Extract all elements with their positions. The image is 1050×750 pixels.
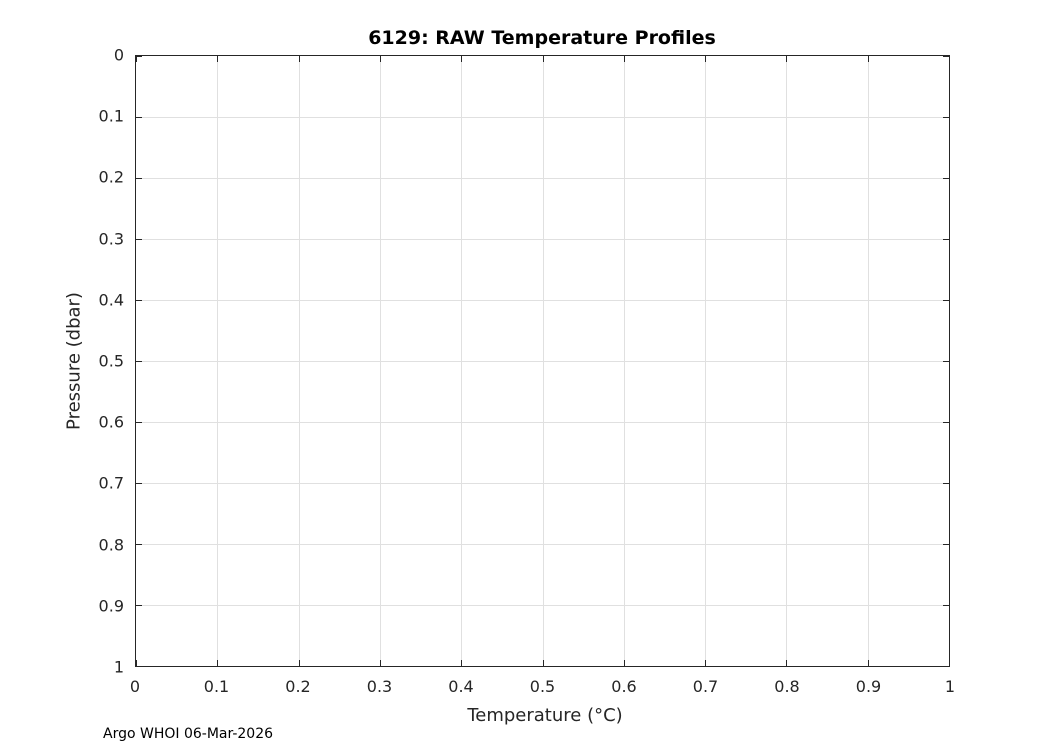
x-tick-label: 0 (129, 677, 141, 696)
y-tick-label: 0.9 (98, 596, 124, 616)
y-tick-mark (943, 117, 949, 118)
y-tick-mark (136, 361, 142, 362)
y-tick-mark (943, 544, 949, 545)
x-tick-mark (217, 56, 219, 62)
x-tick-label: 0.3 (366, 677, 393, 696)
x-tick-mark (786, 660, 788, 666)
y-tick-mark (943, 483, 949, 484)
x-tick-label: 1 (944, 677, 956, 696)
x-tick-mark (705, 660, 707, 666)
y-tick-label: 1 (113, 657, 124, 677)
y-tick-label: 0.8 (98, 535, 124, 555)
y-tick-mark (136, 666, 142, 667)
x-tick-label: 0.1 (203, 677, 230, 696)
x-tick-mark (298, 660, 300, 666)
x-tick-mark (949, 56, 950, 62)
y-tick-mark (136, 117, 142, 118)
y-tick-label: 0.4 (98, 290, 124, 310)
y-tick-mark (943, 422, 949, 423)
y-tick-mark (136, 605, 142, 606)
gridline-horizontal (136, 361, 949, 362)
x-tick-label: 0.5 (529, 677, 556, 696)
x-tick-mark (379, 660, 381, 666)
y-tick-mark (943, 361, 949, 362)
y-tick-label: 0.5 (98, 351, 124, 371)
y-tick-label: 0.1 (98, 106, 124, 126)
gridline-horizontal (136, 483, 949, 484)
y-tick-mark (943, 239, 949, 240)
y-tick-mark (136, 300, 142, 301)
y-tick-mark (943, 666, 949, 667)
y-tick-mark (136, 239, 142, 240)
x-tick-label: 0.4 (448, 677, 474, 696)
gridline-horizontal (136, 422, 949, 423)
x-tick-mark (461, 56, 463, 62)
x-tick-label: 0.6 (611, 677, 637, 696)
x-tick-mark (461, 660, 463, 666)
y-tick-mark (136, 422, 142, 423)
chart-title: 6129: RAW Temperature Profiles (368, 27, 716, 49)
y-tick-mark (943, 56, 949, 57)
gridline-horizontal (136, 178, 949, 179)
plot-area (135, 55, 950, 667)
y-tick-label: 0.2 (98, 167, 124, 187)
y-tick-mark (943, 178, 949, 179)
x-tick-mark (136, 660, 137, 666)
footer-credit: Argo WHOI 06-Mar-2026 (103, 726, 274, 742)
gridline-horizontal (136, 117, 949, 118)
gridline-horizontal (136, 544, 949, 545)
x-tick-label: 0.7 (692, 677, 719, 696)
x-tick-label: 0.2 (285, 677, 311, 696)
gridline-horizontal (136, 239, 949, 240)
x-tick-mark (867, 56, 869, 62)
x-tick-mark (217, 660, 219, 666)
y-axis-label: Pressure (dbar) (63, 292, 85, 430)
y-tick-mark (136, 56, 142, 57)
gridline-horizontal (136, 605, 949, 606)
x-tick-mark (542, 660, 544, 666)
x-tick-mark (623, 56, 625, 62)
x-tick-mark (867, 660, 869, 666)
y-tick-mark (943, 605, 949, 606)
gridline-horizontal (136, 300, 949, 301)
y-tick-label: 0 (113, 45, 124, 65)
x-tick-label: 0.9 (855, 677, 882, 696)
x-tick-mark (949, 660, 950, 666)
x-tick-label: 0.8 (774, 677, 800, 696)
x-tick-mark (623, 660, 625, 666)
x-tick-mark (786, 56, 788, 62)
y-tick-label: 0.3 (98, 229, 124, 249)
y-tick-label: 0.6 (98, 412, 124, 432)
x-tick-mark (379, 56, 381, 62)
y-tick-mark (136, 544, 142, 545)
x-tick-mark (542, 56, 544, 62)
x-tick-mark (136, 56, 137, 62)
x-axis-label: Temperature (°C) (467, 705, 623, 726)
y-tick-mark (136, 178, 142, 179)
y-tick-mark (136, 483, 142, 484)
x-tick-mark (298, 56, 300, 62)
y-tick-label: 0.7 (98, 473, 124, 493)
y-tick-mark (943, 300, 949, 301)
x-tick-mark (705, 56, 707, 62)
